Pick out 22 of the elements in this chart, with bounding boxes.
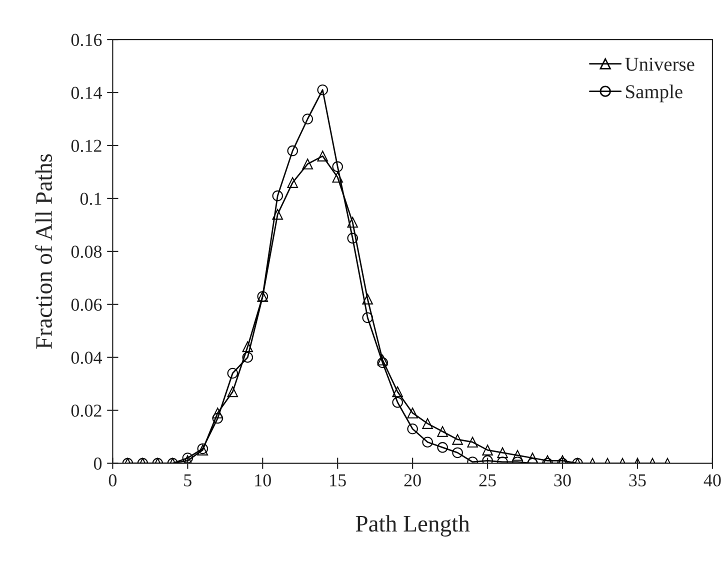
x-tick-label: 40 bbox=[704, 474, 721, 486]
x-tick-label: 5 bbox=[184, 474, 192, 486]
y-tick-label: 0.1 bbox=[80, 192, 102, 205]
y-tick-label: 0.14 bbox=[71, 86, 102, 100]
x-tick-label: 20 bbox=[404, 474, 421, 486]
x-tick-label: 25 bbox=[479, 474, 496, 486]
x-axis-title: Path Length bbox=[356, 515, 470, 537]
y-tick-label: 0.08 bbox=[71, 246, 102, 258]
legend-label: Sample bbox=[626, 84, 682, 102]
y-tick-label: 0.16 bbox=[71, 34, 102, 46]
x-tick-label: 15 bbox=[330, 474, 346, 486]
y-tick-label: 0.02 bbox=[71, 404, 102, 417]
y-tick-label: 0.04 bbox=[71, 352, 102, 364]
x-tick-label: 0 bbox=[108, 474, 117, 486]
x-tick-label: 35 bbox=[629, 474, 646, 486]
y-tick-label: 0.06 bbox=[71, 298, 102, 311]
legend-label: Universe bbox=[625, 58, 694, 71]
y-tick-label: 0 bbox=[94, 458, 102, 470]
y-axis-title: Fraction of All Paths bbox=[35, 154, 52, 349]
x-tick-label: 10 bbox=[255, 474, 271, 486]
x-tick-label: 30 bbox=[554, 474, 571, 486]
y-tick-label: 0.12 bbox=[71, 140, 102, 152]
